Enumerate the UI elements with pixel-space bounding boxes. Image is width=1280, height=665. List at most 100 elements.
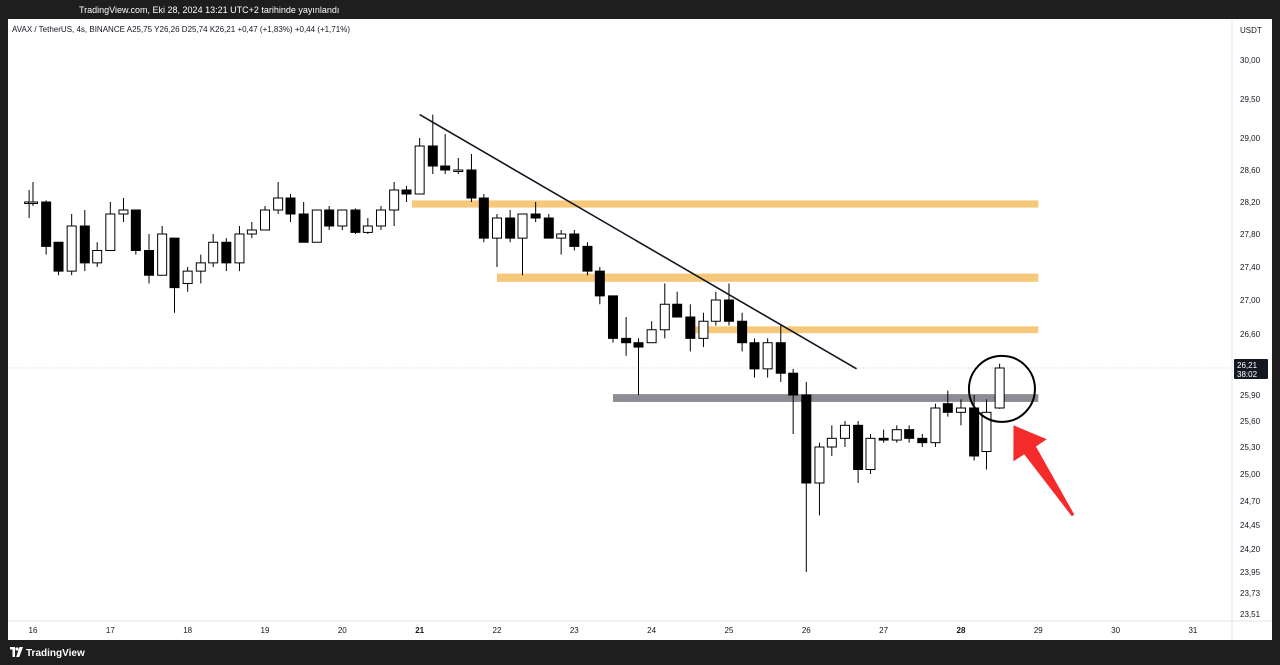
candle[interactable] xyxy=(53,241,64,276)
candle[interactable] xyxy=(157,226,168,276)
candle[interactable] xyxy=(208,234,219,267)
candle[interactable] xyxy=(298,202,309,243)
tradingview-logo-icon[interactable] xyxy=(10,647,23,657)
candle[interactable] xyxy=(427,114,438,174)
candle[interactable] xyxy=(478,194,489,243)
candle-body xyxy=(427,145,438,167)
candle[interactable] xyxy=(130,209,141,255)
candle[interactable] xyxy=(118,198,129,222)
candle[interactable] xyxy=(659,283,670,339)
candle[interactable] xyxy=(930,403,941,447)
candle[interactable] xyxy=(582,242,593,276)
candle[interactable] xyxy=(375,206,386,230)
candle[interactable] xyxy=(749,338,760,378)
candlestick-chart[interactable]: USDT 30,00 29,50 29,00 28,60 28,20 27,80 27,40 2… xyxy=(8,19,1272,640)
candle[interactable] xyxy=(259,206,270,231)
candle[interactable] xyxy=(182,267,193,292)
candle[interactable] xyxy=(389,182,400,226)
candle[interactable] xyxy=(723,283,734,326)
candle[interactable] xyxy=(337,209,348,230)
candle-body xyxy=(118,209,129,215)
candle[interactable] xyxy=(826,425,837,456)
candle[interactable] xyxy=(543,214,554,239)
candle[interactable] xyxy=(92,242,103,267)
candle[interactable] xyxy=(143,234,154,284)
candle[interactable] xyxy=(195,254,206,284)
candle[interactable] xyxy=(285,194,296,222)
candle[interactable] xyxy=(994,363,1005,409)
resistance-zone-3[interactable] xyxy=(690,326,1039,334)
candle[interactable] xyxy=(569,230,580,251)
candle[interactable] xyxy=(273,182,284,214)
candle[interactable] xyxy=(350,208,361,234)
candle[interactable] xyxy=(607,295,618,343)
candle[interactable] xyxy=(505,210,516,243)
resistance-zone-1[interactable] xyxy=(411,200,1039,208)
high-label: Y xyxy=(154,25,160,34)
candle[interactable] xyxy=(105,202,116,251)
candle[interactable] xyxy=(66,214,77,276)
candle-body xyxy=(105,213,116,251)
candle[interactable] xyxy=(311,209,322,243)
candle[interactable] xyxy=(685,304,696,352)
chart-area[interactable]: USDT 30,00 29,50 29,00 28,60 28,20 27,80 27,40 2… xyxy=(8,19,1272,640)
candle[interactable] xyxy=(672,291,683,318)
last-price-value: 26,21 xyxy=(1237,361,1258,370)
candle[interactable] xyxy=(775,325,786,382)
candle[interactable] xyxy=(737,312,748,352)
candle[interactable] xyxy=(246,222,257,239)
candle[interactable] xyxy=(234,226,245,272)
candle[interactable] xyxy=(839,421,850,447)
candle[interactable] xyxy=(710,291,721,326)
candle[interactable] xyxy=(865,434,876,474)
candle[interactable] xyxy=(594,267,605,305)
candle[interactable] xyxy=(917,434,928,447)
price-axis-currency: USDT xyxy=(1240,26,1262,35)
candle[interactable] xyxy=(453,158,464,174)
candle[interactable] xyxy=(955,399,966,426)
candle[interactable] xyxy=(401,186,412,202)
x-tick-label: 19 xyxy=(261,626,270,635)
candle[interactable] xyxy=(41,200,52,255)
support-zone[interactable] xyxy=(612,394,1039,402)
candle[interactable] xyxy=(491,214,502,267)
annotation-arrow[interactable] xyxy=(1013,425,1075,517)
candle[interactable] xyxy=(788,368,799,434)
candle[interactable] xyxy=(324,206,335,230)
highlight-circle[interactable] xyxy=(967,354,1036,423)
candle-body xyxy=(66,225,77,272)
candle[interactable] xyxy=(556,230,567,255)
resistance-zone-2[interactable] xyxy=(496,273,1039,282)
candle-body xyxy=(208,241,219,264)
candle[interactable] xyxy=(891,425,902,443)
candle[interactable] xyxy=(221,238,232,272)
candle[interactable] xyxy=(878,429,889,443)
candle[interactable] xyxy=(79,210,90,272)
candle[interactable] xyxy=(904,425,915,443)
candle-body xyxy=(143,250,154,276)
candle[interactable] xyxy=(621,317,632,356)
candle[interactable] xyxy=(466,154,477,202)
candle-body xyxy=(182,270,193,284)
candle[interactable] xyxy=(981,399,992,470)
candle[interactable] xyxy=(801,381,812,572)
trendline[interactable] xyxy=(419,113,857,370)
y-tick-label: 30,00 xyxy=(1240,56,1261,65)
candle[interactable] xyxy=(853,421,864,483)
tradingview-brand[interactable]: TradingView xyxy=(26,648,85,659)
candle[interactable] xyxy=(633,338,644,395)
candle[interactable] xyxy=(362,218,373,234)
candle[interactable] xyxy=(169,237,180,313)
candle[interactable] xyxy=(440,134,451,174)
candle[interactable] xyxy=(646,321,657,344)
candle-body xyxy=(788,372,799,396)
candle[interactable] xyxy=(517,213,528,276)
candle[interactable] xyxy=(762,338,773,378)
candle[interactable] xyxy=(530,202,541,222)
candle[interactable] xyxy=(942,390,953,417)
candle[interactable] xyxy=(698,312,709,348)
candle[interactable] xyxy=(414,138,425,195)
candle[interactable] xyxy=(28,182,38,206)
candle[interactable] xyxy=(814,442,825,516)
